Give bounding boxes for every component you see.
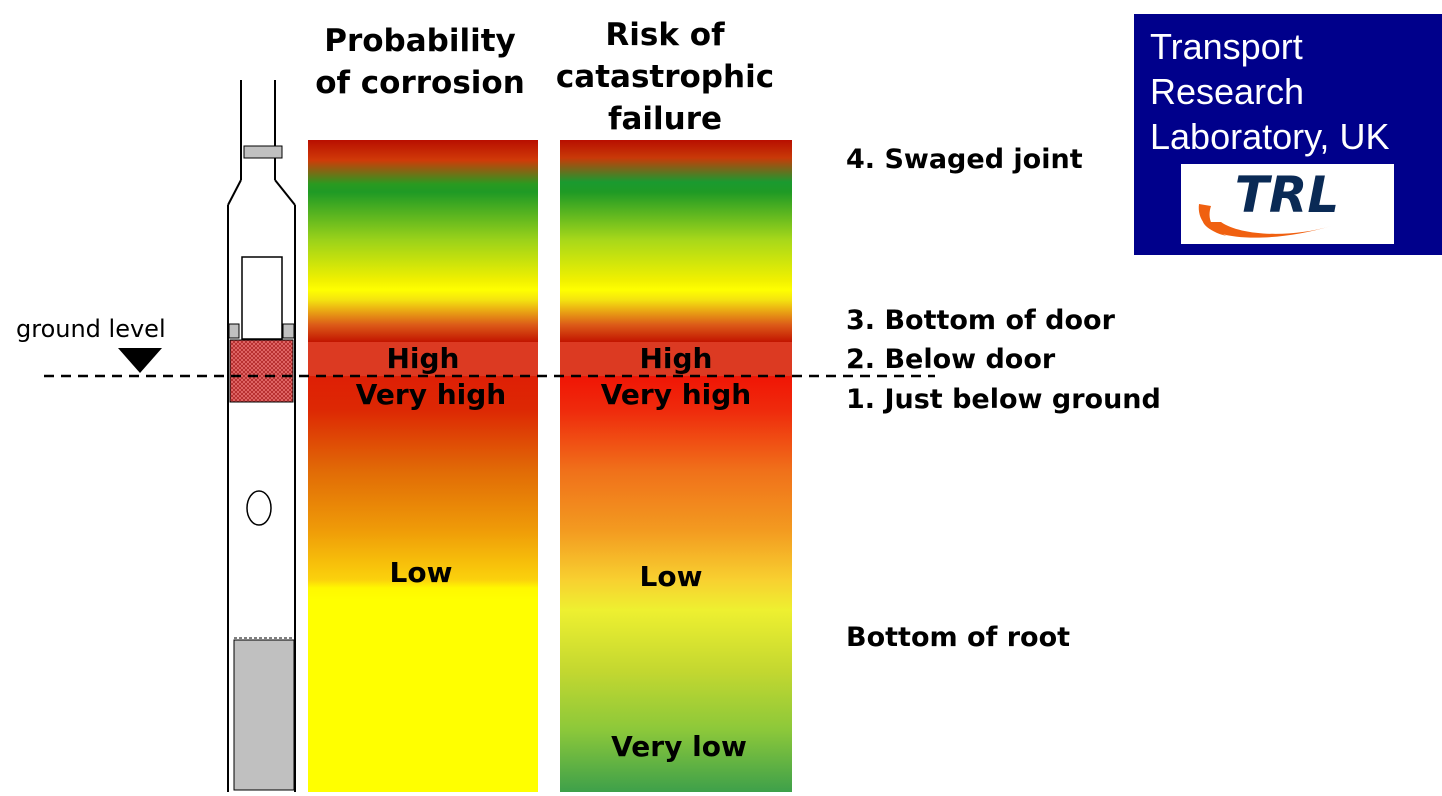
risk-column-title: Risk of catastrophic failure [555, 17, 775, 137]
root-section [233, 639, 295, 791]
position-swaged-joint: 4. Swaged joint [846, 144, 1083, 175]
risk-very-high-label: Very high [600, 378, 752, 411]
corrosion-zone [229, 339, 294, 403]
risk-very-low-label: Very low [611, 730, 747, 763]
corrosion-low-label: Low [389, 556, 453, 589]
corrosion-probability-bar [308, 140, 538, 792]
position-below-door: 2. Below door [846, 344, 1056, 375]
position-just-below-ground: 1. Just below ground [846, 384, 1161, 415]
position-bottom-of-door: 3. Bottom of door [846, 305, 1115, 336]
trl-logo-box: Transport Research Laboratory, UK TRL [1134, 14, 1442, 255]
trl-logo-mark: TRL [1235, 166, 1339, 224]
swaged-joint-collar [243, 145, 283, 159]
risk-low-label: Low [639, 560, 703, 593]
cable-entry [246, 490, 272, 526]
door-opening [241, 256, 283, 340]
risk-high-label: High [639, 342, 713, 375]
corrosion-column-title: Probability of corrosion [315, 23, 525, 101]
corrosion-very-high-label: Very high [355, 378, 507, 411]
position-bottom-of-root: Bottom of root [846, 622, 1071, 653]
corrosion-high-label: High [386, 342, 460, 375]
trl-logo-icon: TRL [1181, 164, 1394, 244]
ground-marker-icon [118, 348, 162, 373]
ground-level-label: ground level [16, 315, 166, 343]
trl-name-text: Transport Research Laboratory, UK [1150, 26, 1390, 157]
failure-risk-bar [560, 140, 792, 792]
